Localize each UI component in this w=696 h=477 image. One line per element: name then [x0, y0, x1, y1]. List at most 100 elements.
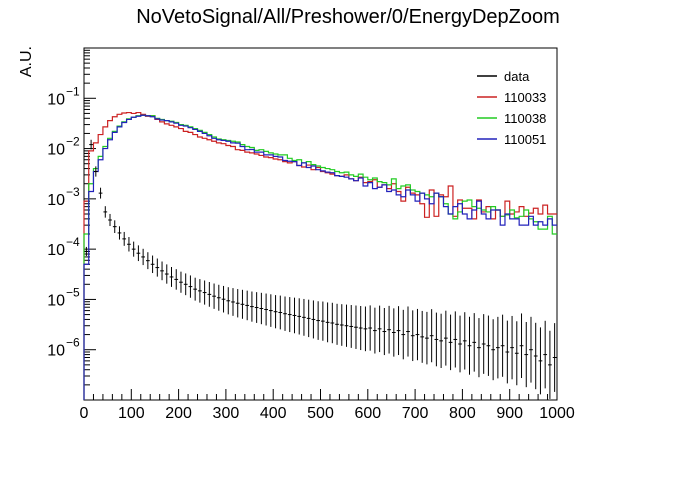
- x-tick-label: 800: [449, 405, 476, 422]
- data-point: [524, 322, 529, 388]
- data-point: [231, 288, 235, 316]
- y-tick-exponent: −5: [66, 285, 80, 299]
- data-point: [84, 246, 89, 256]
- data-point: [283, 296, 287, 331]
- data-point: [122, 231, 127, 246]
- data-point: [552, 323, 557, 392]
- data-point: [467, 316, 472, 375]
- data-point: [226, 287, 231, 315]
- data-point: [108, 213, 112, 227]
- data-point: [202, 280, 207, 305]
- data-point: [396, 306, 401, 356]
- data-point: [174, 269, 179, 290]
- data-point: [212, 283, 216, 309]
- data-point: [321, 301, 325, 341]
- data-point: [481, 314, 486, 374]
- legend-item: 110033: [477, 90, 546, 105]
- data-point: [410, 310, 415, 362]
- data-point: [287, 297, 292, 333]
- data-point: [382, 307, 387, 356]
- x-tick-label: 0: [80, 405, 89, 422]
- data-point: [363, 306, 368, 352]
- data-point: [548, 330, 552, 399]
- data-point: [415, 308, 420, 361]
- data-point: [505, 320, 510, 384]
- data-point: [235, 289, 240, 318]
- data-point: [373, 307, 377, 354]
- data-point: [240, 289, 245, 319]
- data-point: [453, 311, 458, 368]
- data-point: [486, 315, 491, 376]
- data-point: [401, 309, 406, 360]
- data-point: [316, 301, 320, 340]
- data-point: [434, 312, 439, 367]
- series-110033-line: [83, 111, 557, 400]
- data-point: [514, 321, 519, 386]
- data-point: [221, 285, 226, 313]
- data-point: [93, 166, 98, 177]
- x-tick-label: 600: [354, 405, 381, 422]
- data-point: [406, 306, 410, 357]
- data-point: [141, 248, 145, 266]
- y-tick-label: 10: [47, 192, 65, 209]
- series-110051-line: [83, 114, 557, 400]
- y-tick-exponent: −2: [66, 135, 80, 149]
- data-point: [349, 305, 354, 348]
- data-point: [477, 318, 481, 378]
- data-point: [183, 273, 188, 296]
- data-point: [311, 300, 316, 339]
- chart-title: NoVetoSignal/All/Preshower/0/EnergyDepZo…: [136, 6, 560, 28]
- data-point: [164, 264, 169, 284]
- data-point: [207, 282, 212, 307]
- x-tick-label: 700: [402, 405, 429, 422]
- x-tick-label: 500: [307, 405, 334, 422]
- data-point: [136, 245, 141, 262]
- data-point: [179, 271, 183, 293]
- plot-frame: [83, 47, 558, 401]
- data-point: [344, 304, 349, 347]
- legend-label: 110051: [504, 132, 546, 147]
- legend-item: data: [477, 69, 530, 84]
- x-tick-label: 900: [496, 405, 523, 422]
- data-point: [439, 313, 443, 369]
- data-point: [335, 303, 339, 345]
- data-point: [458, 315, 462, 373]
- data-point: [127, 237, 131, 252]
- legend-label: 110038: [504, 111, 546, 126]
- y-tick-exponent: −6: [66, 336, 80, 350]
- data-point: [425, 311, 429, 365]
- data-point: [98, 187, 103, 199]
- data-point: [188, 275, 193, 298]
- data-point: [297, 298, 302, 335]
- data-point: [510, 315, 514, 380]
- data-point: [368, 305, 373, 351]
- data-point: [150, 255, 155, 274]
- data-point: [533, 322, 538, 390]
- data-point: [448, 314, 453, 371]
- legend: data 110033 110038 110051: [477, 69, 546, 147]
- legend-label: data: [504, 69, 530, 84]
- data-point: [387, 305, 391, 354]
- y-tick-exponent: −4: [66, 235, 80, 249]
- data-point: [429, 309, 434, 363]
- x-tick-label: 1000: [539, 405, 575, 422]
- data-point: [339, 304, 344, 346]
- data-point: [529, 316, 533, 383]
- data-point: [354, 305, 358, 349]
- y-tick-label: 10: [47, 91, 65, 108]
- data-point: [500, 314, 505, 377]
- data-point: [306, 299, 311, 338]
- y-tick-label: 10: [47, 242, 65, 259]
- data-point: [254, 292, 259, 323]
- series-layer: [83, 111, 557, 400]
- y-tick-label: 10: [47, 292, 65, 309]
- data-point: [443, 310, 448, 366]
- data-point: [462, 312, 467, 370]
- data-point: [264, 293, 268, 326]
- legend-item: 110051: [477, 132, 546, 147]
- data-point: [391, 308, 396, 357]
- data-point: [155, 258, 160, 277]
- data-point: [193, 277, 198, 301]
- data-point: [160, 261, 164, 281]
